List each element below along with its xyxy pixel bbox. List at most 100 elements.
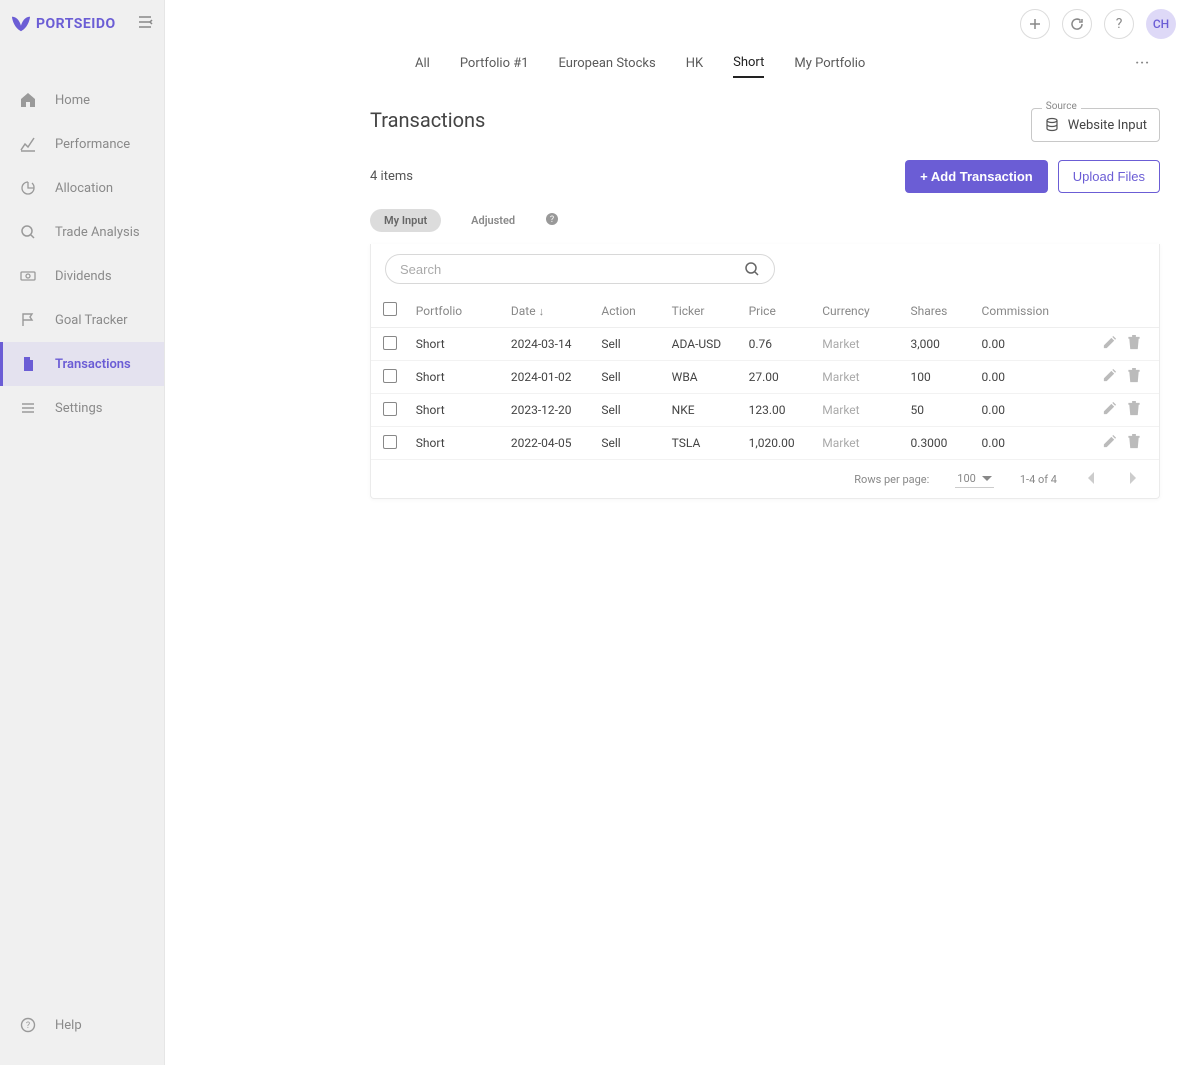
cell-currency: Market [816, 394, 904, 427]
cell-commission: 0.00 [976, 361, 1084, 394]
sidebar-item-dividends[interactable]: Dividends [0, 254, 164, 298]
sidebar-item-label: Goal Tracker [55, 313, 128, 328]
tab-short[interactable]: Short [733, 49, 764, 78]
sidebar-item-goal-tracker[interactable]: Goal Tracker [0, 298, 164, 342]
select-all-checkbox[interactable] [383, 302, 397, 316]
transactions-table: Portfolio Date ↓ Action Ticker Price Cur… [371, 294, 1159, 460]
cell-date: 2024-03-14 [505, 328, 595, 361]
svg-text:?: ? [26, 1021, 30, 1031]
col-portfolio[interactable]: Portfolio [410, 294, 505, 328]
search-field-wrap [385, 254, 775, 284]
edit-row-button[interactable] [1102, 335, 1117, 353]
sidebar-item-trade-analysis[interactable]: Trade Analysis [0, 210, 164, 254]
col-ticker[interactable]: Ticker [666, 294, 743, 328]
row-checkbox[interactable] [383, 402, 397, 416]
source-label: Source [1042, 101, 1081, 112]
cell-shares: 100 [905, 361, 976, 394]
cell-date: 2023-12-20 [505, 394, 595, 427]
search-icon[interactable] [744, 261, 760, 277]
edit-row-button[interactable] [1102, 401, 1117, 419]
sidebar-nav: Home Performance AllocationTrade AnalysisD… [0, 48, 164, 991]
delete-row-button[interactable] [1127, 368, 1141, 386]
plus-icon [1028, 17, 1042, 31]
doc-icon [19, 356, 37, 372]
filter-adjusted[interactable]: Adjusted [457, 209, 529, 232]
row-checkbox[interactable] [383, 435, 397, 449]
cell-ticker: WBA [666, 361, 743, 394]
cell-currency: Market [816, 427, 904, 460]
table-row: Short2022-04-05SellTSLA1,020.00Market0.3… [371, 427, 1159, 460]
refresh-button[interactable] [1062, 9, 1092, 39]
add-button[interactable] [1020, 9, 1050, 39]
sidebar-item-label: Help [55, 1018, 82, 1033]
delete-row-button[interactable] [1127, 401, 1141, 419]
sidebar-item-allocation[interactable]: Allocation [0, 166, 164, 210]
help-button[interactable]: ? [1104, 9, 1134, 39]
sidebar-item-label: Settings [55, 401, 102, 416]
home-icon [19, 92, 37, 108]
collapse-sidebar-icon[interactable] [138, 15, 154, 33]
sidebar-item-label: Transactions [55, 357, 131, 372]
upload-files-button[interactable]: Upload Files [1058, 160, 1160, 193]
pie-icon [19, 180, 37, 196]
database-icon [1044, 117, 1060, 133]
delete-row-button[interactable] [1127, 434, 1141, 452]
cell-price: 27.00 [743, 361, 817, 394]
tab-my-portfolio[interactable]: My Portfolio [794, 50, 865, 77]
tab-portfolio-1[interactable]: Portfolio #1 [460, 50, 529, 77]
sidebar-item-help[interactable]: ? Help [0, 1003, 164, 1047]
sort-desc-icon: ↓ [539, 305, 545, 318]
help-icon: ? [19, 1017, 37, 1033]
sidebar-item-transactions[interactable]: Transactions [0, 342, 164, 386]
cell-shares: 3,000 [905, 328, 976, 361]
col-commission[interactable]: Commission [976, 294, 1084, 328]
source-selector[interactable]: Source Website Input [1031, 108, 1160, 142]
cell-ticker: TSLA [666, 427, 743, 460]
sidebar-item-performance[interactable]: Performance [0, 122, 164, 166]
edit-row-button[interactable] [1102, 368, 1117, 386]
table-row: Short2023-12-20SellNKE123.00Market500.00 [371, 394, 1159, 427]
add-transaction-button[interactable]: + Add Transaction [905, 160, 1048, 193]
row-checkbox[interactable] [383, 369, 397, 383]
sidebar: PORTSEIDO Home Performance AllocationTrade… [0, 0, 165, 1065]
topbar: ? CH [165, 0, 1200, 48]
chevron-left-icon [1087, 472, 1095, 484]
row-checkbox[interactable] [383, 336, 397, 350]
pager-next[interactable] [1125, 472, 1141, 487]
col-date-label: Date [511, 304, 536, 318]
cell-shares: 50 [905, 394, 976, 427]
edit-row-button[interactable] [1102, 434, 1117, 452]
search-input[interactable] [400, 262, 744, 277]
col-date[interactable]: Date ↓ [505, 294, 595, 328]
flag-icon [19, 312, 37, 328]
filter-my-input[interactable]: My Input [370, 209, 441, 232]
sidebar-item-home[interactable]: Home [0, 78, 164, 122]
pager-prev[interactable] [1083, 472, 1099, 487]
pagination: Rows per page: 100 1-4 of 4 [371, 460, 1159, 498]
delete-row-button[interactable] [1127, 335, 1141, 353]
col-price[interactable]: Price [743, 294, 817, 328]
tab-hk[interactable]: HK [686, 50, 703, 77]
chevron-down-icon [982, 476, 992, 482]
cell-action: Sell [595, 328, 665, 361]
table-row: Short2024-01-02SellWBA27.00Market1000.00 [371, 361, 1159, 394]
sidebar-item-label: Performance [55, 137, 130, 152]
tabs-more-icon[interactable]: ··· [1125, 56, 1160, 71]
col-currency[interactable]: Currency [816, 294, 904, 328]
rows-per-page-select[interactable]: 100 [955, 470, 994, 488]
svg-text:?: ? [550, 215, 554, 225]
filter-help-icon[interactable]: ? [545, 212, 559, 230]
col-shares[interactable]: Shares [905, 294, 976, 328]
avatar-initials: CH [1153, 17, 1169, 31]
items-count: 4 items [370, 169, 413, 184]
cell-price: 0.76 [743, 328, 817, 361]
source-value: Website Input [1068, 118, 1147, 133]
main-content: ? CH All Portfolio #1 European Stocks HK Sho… [165, 0, 1200, 1065]
brand-logo[interactable]: PORTSEIDO [10, 15, 116, 33]
cell-portfolio: Short [410, 361, 505, 394]
tab-european-stocks[interactable]: European Stocks [559, 50, 656, 77]
sidebar-item-settings[interactable]: Settings [0, 386, 164, 430]
tab-all[interactable]: All [415, 50, 430, 77]
col-action[interactable]: Action [595, 294, 665, 328]
avatar[interactable]: CH [1146, 9, 1176, 39]
